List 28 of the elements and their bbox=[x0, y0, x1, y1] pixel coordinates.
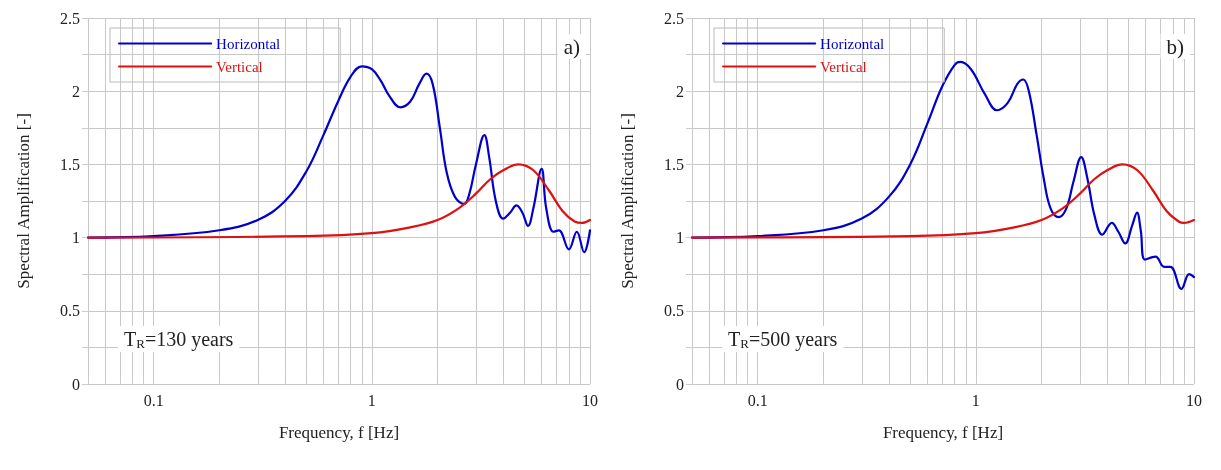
y-tick-label: 0 bbox=[676, 375, 684, 393]
text: Vertical bbox=[820, 58, 867, 75]
y-tick-label: 1.5 bbox=[664, 155, 684, 173]
text: Horizontal bbox=[216, 35, 281, 52]
y-tick-label: 1 bbox=[72, 229, 80, 247]
y-tick-label: 2 bbox=[72, 82, 80, 100]
y-tick-label: 0.5 bbox=[664, 302, 684, 320]
y-tick-label: 1 bbox=[676, 229, 684, 247]
annotation: b) bbox=[1166, 34, 1185, 59]
y-tick-label: 2.5 bbox=[60, 9, 80, 27]
x-tick-label: 10 bbox=[1186, 391, 1202, 409]
x-tick-label: 0.1 bbox=[747, 391, 768, 409]
y-tick-label: 2.5 bbox=[664, 9, 684, 27]
y-axis-title: Spectral Amplification [-] bbox=[14, 113, 33, 289]
x-tick-label: 1 bbox=[971, 391, 980, 409]
x-axis-title: Frequency, f [Hz] bbox=[882, 423, 1004, 442]
y-tick-label: 2 bbox=[676, 82, 684, 100]
annotation: a) bbox=[563, 34, 581, 59]
x-axis-title: Frequency, f [Hz] bbox=[278, 423, 400, 442]
y-tick-label: 0.5 bbox=[60, 302, 80, 320]
y-axis-title: Spectral Amplification [-] bbox=[618, 113, 637, 289]
x-tick-label: 1 bbox=[367, 391, 376, 409]
x-tick-label: 10 bbox=[582, 391, 598, 409]
text: Vertical bbox=[216, 58, 263, 75]
y-tick-label: 0 bbox=[72, 375, 80, 393]
x-tick-label: 0.1 bbox=[143, 391, 164, 409]
text: Horizontal bbox=[820, 35, 885, 52]
y-tick-label: 1.5 bbox=[60, 155, 80, 173]
